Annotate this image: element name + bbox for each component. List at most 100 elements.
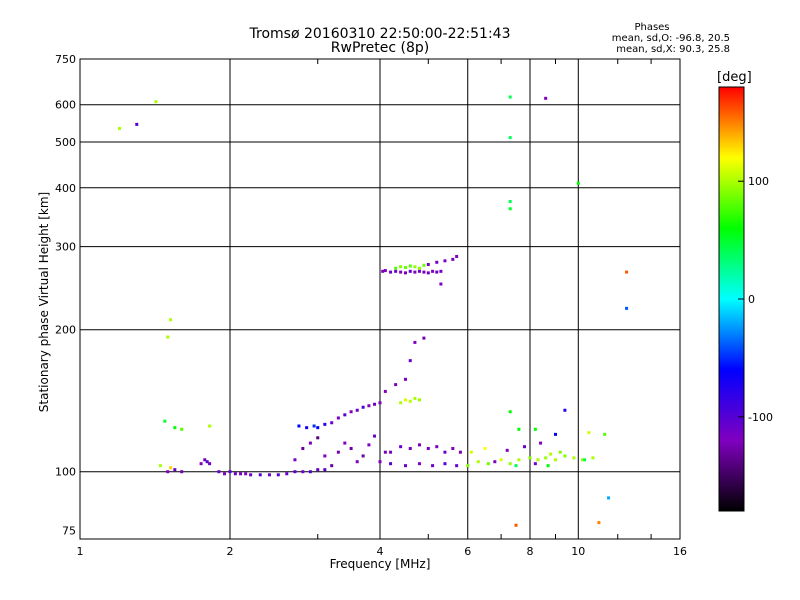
data-point <box>583 458 587 462</box>
x-tick-label: 2 <box>227 545 234 558</box>
data-point <box>403 398 407 402</box>
data-point <box>239 472 243 476</box>
data-point <box>528 456 532 460</box>
y-tick-label: 600 <box>55 99 76 112</box>
data-point <box>208 424 212 428</box>
data-point <box>443 259 447 263</box>
data-point <box>403 377 407 381</box>
data-point <box>276 473 280 477</box>
stats-o-mode: mean, sd,O: -96.8, 20.5 <box>611 33 730 44</box>
data-point <box>505 448 509 452</box>
data-point <box>603 432 607 436</box>
data-point <box>426 271 430 275</box>
data-point <box>373 434 377 438</box>
x-tick-label: 6 <box>464 545 471 558</box>
data-point <box>349 446 353 450</box>
data-point <box>499 458 503 462</box>
data-point <box>158 464 162 468</box>
data-point <box>422 336 426 340</box>
data-point <box>625 270 629 274</box>
data-point <box>587 431 591 435</box>
data-point <box>394 266 398 270</box>
data-point <box>576 181 580 185</box>
stats-heading: Phases <box>634 22 670 33</box>
data-point <box>422 270 426 274</box>
data-point <box>355 408 359 412</box>
chart-subtitle: RwPretec (8p) <box>330 40 430 56</box>
data-point <box>553 432 557 436</box>
data-point <box>435 260 439 264</box>
data-point <box>180 427 184 431</box>
data-point <box>443 450 447 454</box>
data-point <box>508 410 512 414</box>
data-point <box>435 445 439 449</box>
data-point <box>208 462 212 466</box>
data-point <box>533 462 537 466</box>
data-point <box>203 458 207 462</box>
data-point <box>549 452 553 456</box>
data-point <box>451 257 455 261</box>
data-point <box>343 413 347 417</box>
data-point <box>323 468 327 472</box>
data-point <box>493 460 497 464</box>
data-point <box>154 100 158 104</box>
data-point <box>308 470 312 474</box>
data-point <box>383 450 387 454</box>
data-point <box>517 458 521 462</box>
data-point <box>233 472 237 476</box>
y-tick-label: 100 <box>55 466 76 479</box>
data-point <box>403 266 407 270</box>
data-point <box>293 458 297 462</box>
data-point <box>558 450 562 454</box>
y-tick-label: 300 <box>55 241 76 254</box>
data-point <box>267 473 271 477</box>
data-point <box>336 416 340 420</box>
data-point <box>389 462 393 466</box>
data-point <box>508 462 512 466</box>
stats-x-mode: mean, sd,X: 90.3, 25.8 <box>616 44 730 55</box>
data-point <box>514 464 518 468</box>
data-point <box>508 207 512 211</box>
data-point <box>483 446 487 450</box>
data-point <box>413 340 417 344</box>
data-point <box>316 436 320 440</box>
data-point <box>469 450 473 454</box>
data-point <box>426 263 430 267</box>
colorbar-unit-label: [deg] <box>717 70 752 85</box>
data-point <box>625 306 629 310</box>
data-point <box>417 462 421 466</box>
data-point <box>383 269 387 273</box>
data-point <box>563 454 567 458</box>
data-point <box>413 396 417 400</box>
data-point <box>330 421 334 425</box>
data-point <box>394 383 398 387</box>
data-point <box>343 441 347 445</box>
data-point <box>169 466 173 470</box>
data-point <box>205 460 209 464</box>
data-point <box>199 462 203 466</box>
data-point <box>523 445 527 449</box>
data-point <box>408 399 412 403</box>
data-point <box>413 265 417 269</box>
data-point <box>544 456 548 460</box>
data-point <box>316 468 320 472</box>
data-point <box>173 426 177 430</box>
data-point <box>305 426 309 430</box>
data-point <box>455 254 459 258</box>
colorbar-tick-label: -100 <box>748 411 773 424</box>
x-tick-label: 8 <box>527 545 534 558</box>
y-tick-label: 750 <box>55 53 76 66</box>
x-tick-label: 16 <box>673 545 687 558</box>
data-point <box>301 470 305 474</box>
data-point <box>166 335 170 339</box>
data-point <box>293 470 297 474</box>
data-point <box>431 269 435 273</box>
data-point <box>367 404 371 408</box>
data-point <box>244 472 248 476</box>
data-point <box>563 408 567 412</box>
data-point <box>607 496 611 500</box>
data-point <box>383 389 387 393</box>
data-point <box>399 270 403 274</box>
data-point <box>439 282 443 286</box>
